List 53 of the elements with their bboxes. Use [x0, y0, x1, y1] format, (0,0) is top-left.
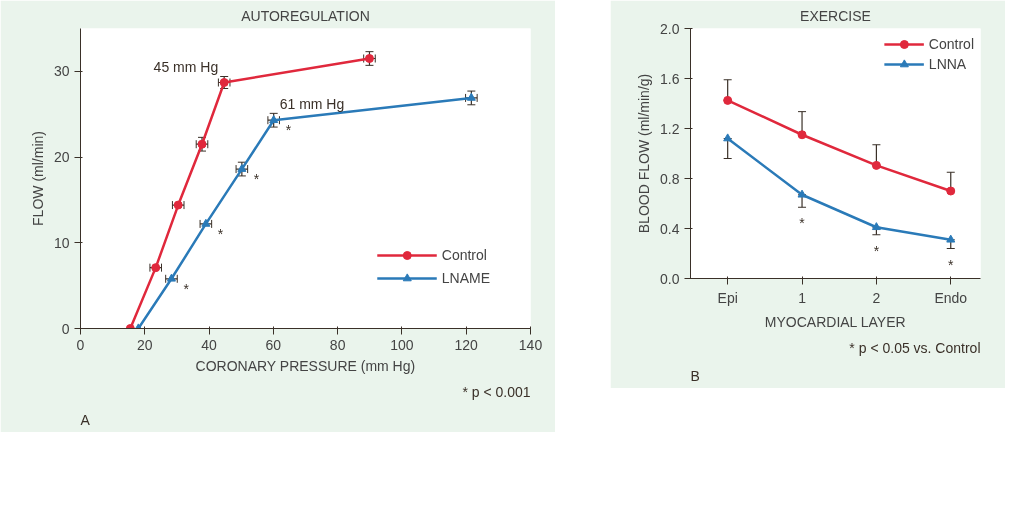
y-tick-label: 0.4	[660, 220, 680, 237]
annotation: *	[253, 171, 260, 188]
annotation: *	[217, 225, 224, 242]
y-axis-title: BLOOD FLOW (ml/min/g)	[636, 73, 653, 234]
text: * p < 0.05 vs. Control	[849, 339, 981, 356]
point	[871, 222, 881, 231]
annotation: *	[183, 280, 190, 297]
x-tick-label: Endo	[934, 289, 968, 306]
y-tick-label: 0.8	[660, 170, 680, 187]
legend-label: LNAME	[441, 270, 490, 286]
annotation: *	[799, 215, 806, 232]
point	[797, 189, 807, 198]
point	[723, 95, 733, 105]
x-tick-label: Epi	[717, 289, 738, 306]
x-tick-label: 0	[76, 336, 85, 353]
text: * p < 0.001	[462, 383, 531, 400]
legend-label: Control	[928, 36, 974, 52]
chart-title: AUTOREGULATION	[241, 7, 370, 24]
chart-title: EXERCISE	[800, 7, 871, 24]
legend-label: LNNA	[928, 56, 967, 72]
legend-label: Control	[441, 247, 487, 263]
y-tick-label: 1.6	[660, 70, 680, 87]
y-tick-label: 20	[53, 149, 70, 166]
annotation: 45 mm Hg	[153, 58, 219, 75]
text: B	[690, 367, 700, 384]
point	[946, 234, 956, 243]
point	[871, 160, 881, 170]
x-tick-label: 80	[329, 336, 346, 353]
x-tick-label: 120	[454, 336, 479, 353]
x-tick-label: 140	[518, 336, 543, 353]
x-axis-title: MYOCARDIAL LAYER	[764, 313, 906, 330]
y-tick-label: 0.0	[660, 270, 680, 287]
y-tick-label: 10	[53, 234, 70, 251]
point	[723, 133, 733, 142]
annotation: *	[948, 256, 955, 273]
x-tick-label: 60	[265, 336, 282, 353]
point	[797, 130, 807, 140]
y-tick-label: 1.2	[660, 120, 680, 137]
annotation: *	[285, 122, 292, 139]
annotation: *	[873, 242, 880, 259]
y-tick-label: 30	[53, 63, 70, 80]
point	[946, 186, 956, 196]
y-tick-label: 0	[61, 320, 70, 337]
x-axis-title: CORONARY PRESSURE (mm Hg)	[195, 357, 416, 374]
y-axis-title: FLOW (ml/min)	[29, 131, 46, 226]
x-tick-label: 2	[872, 289, 881, 306]
x-tick-label: 20	[137, 336, 153, 353]
text: A	[80, 411, 91, 428]
x-tick-label: 40	[201, 336, 218, 353]
y-tick-label: 2.0	[660, 20, 680, 37]
x-tick-label: 1	[798, 289, 807, 306]
x-tick-label: 100	[390, 336, 414, 353]
annotation: 61 mm Hg	[279, 96, 345, 113]
